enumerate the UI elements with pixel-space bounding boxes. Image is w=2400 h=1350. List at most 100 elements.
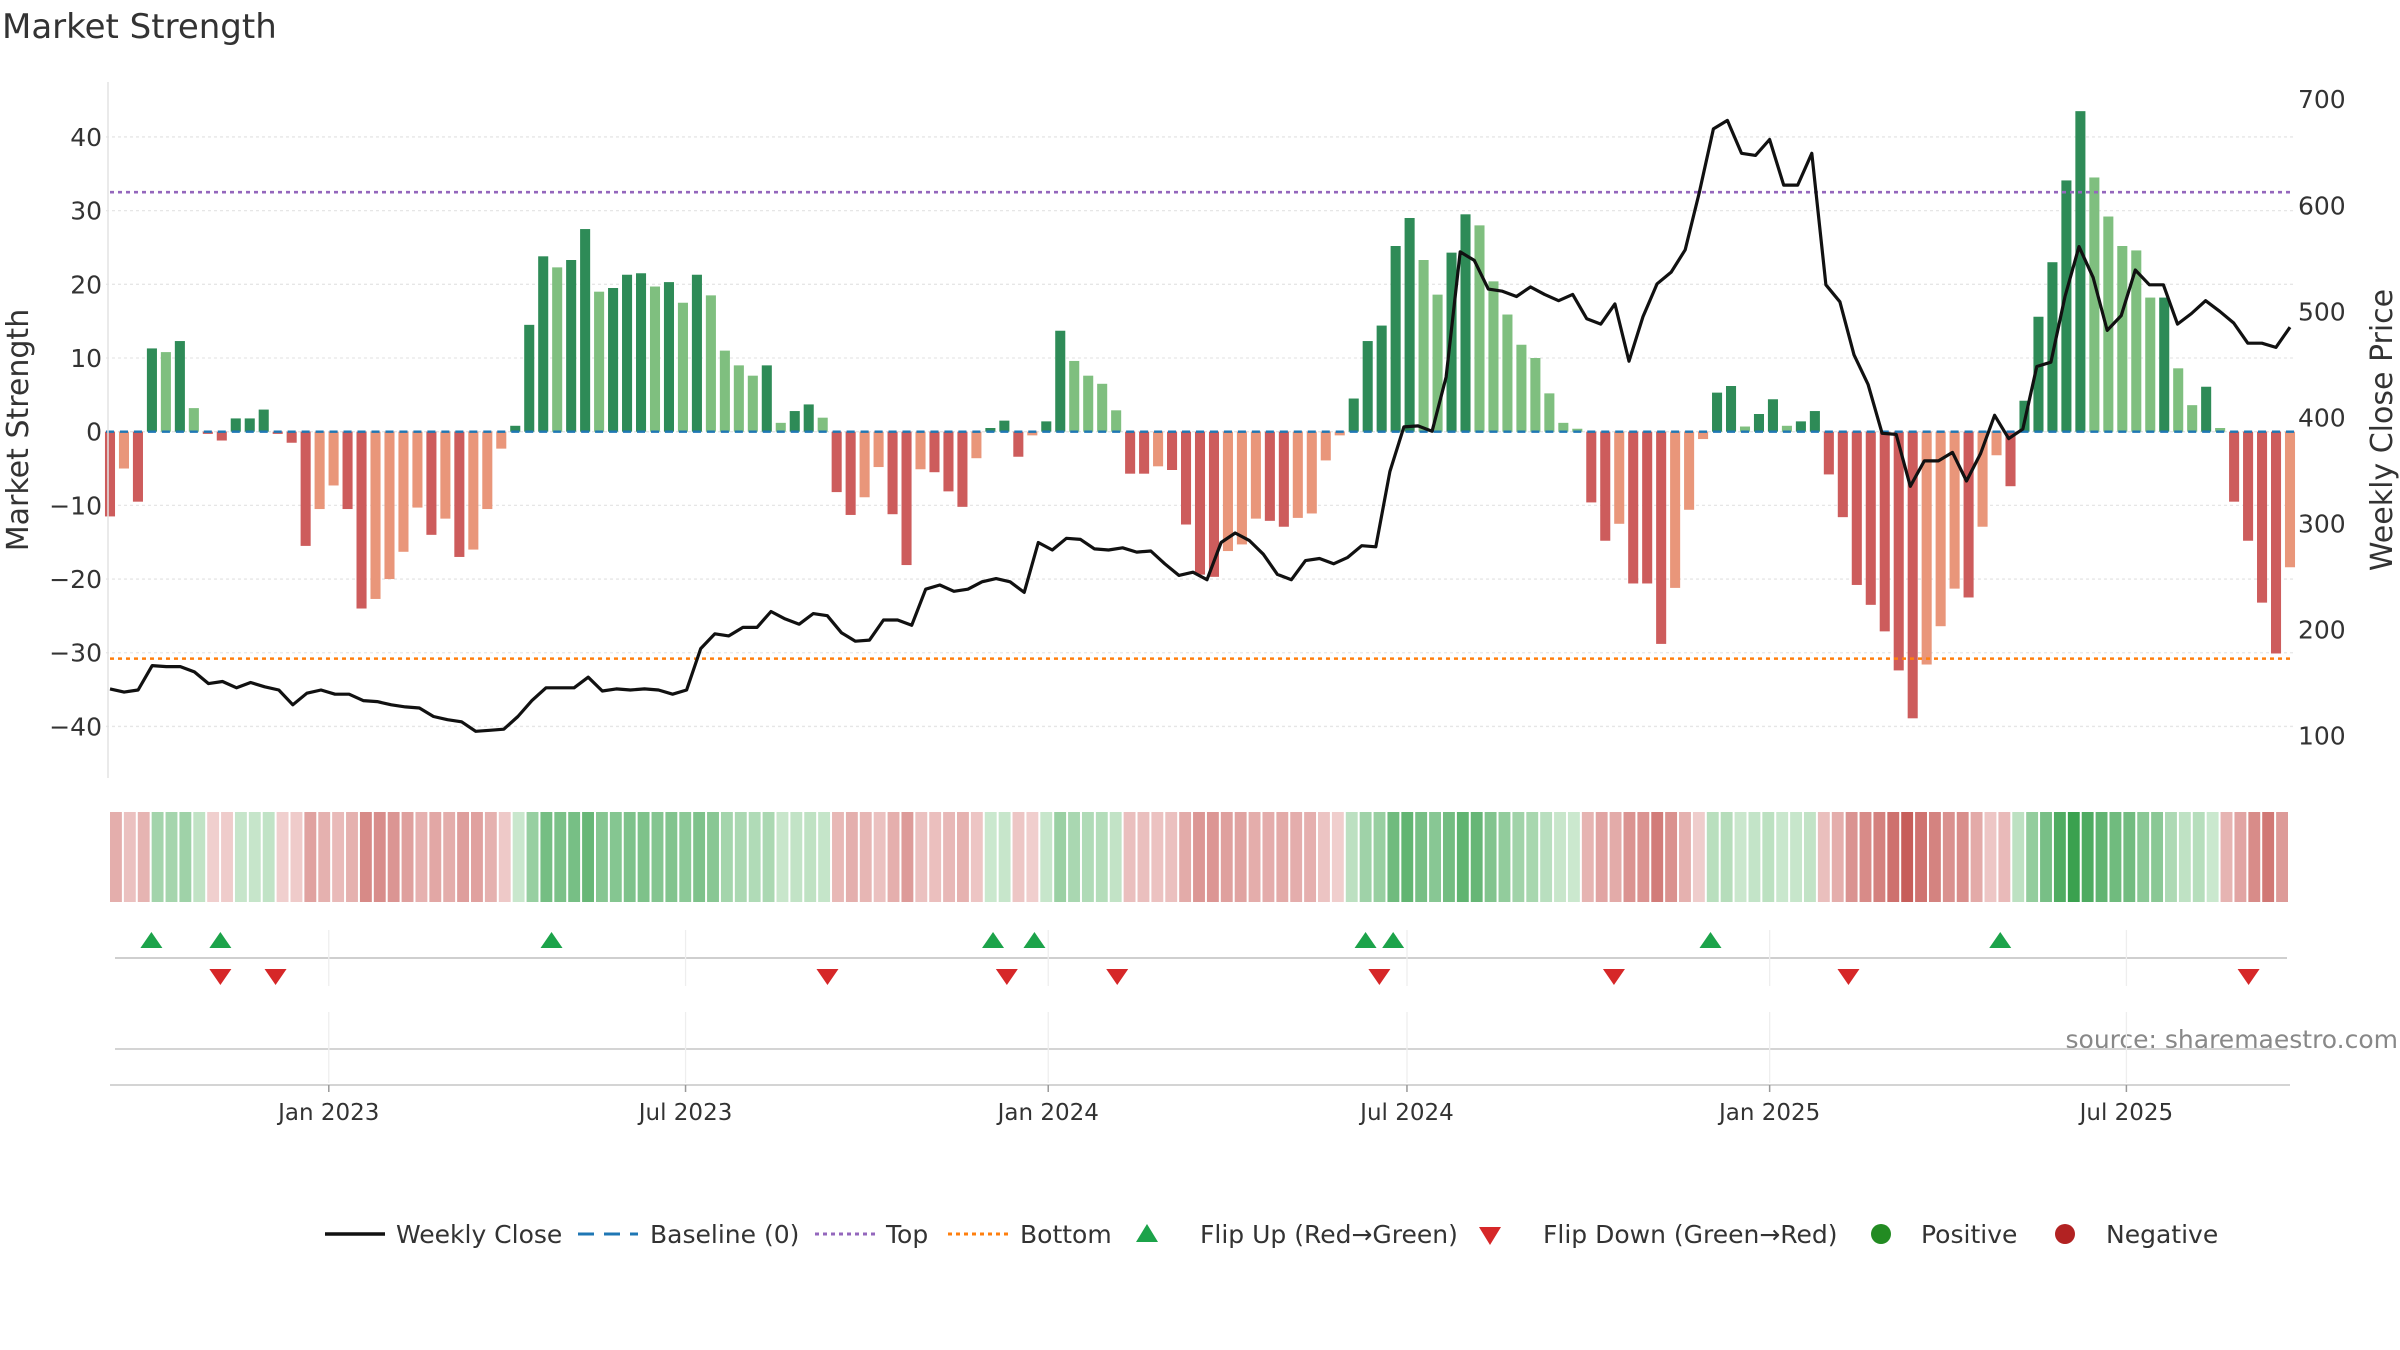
strength-bar (1865, 431, 1876, 605)
flip-up-marker (1699, 932, 1722, 948)
strength-strip-cell (943, 812, 956, 902)
strength-strip-cell (2053, 812, 2066, 902)
y-right-tick-label: 400 (2298, 403, 2346, 432)
strength-strip-cell (471, 812, 483, 902)
strength-bar (845, 431, 856, 515)
strength-bar (118, 431, 130, 469)
strength-bar (1348, 398, 1359, 432)
strength-bar (2270, 431, 2282, 654)
strength-strip-cell (1387, 812, 1400, 902)
strength-strip-cell (2262, 812, 2275, 902)
strength-bar (566, 260, 577, 432)
strength-strip-cell (429, 812, 442, 902)
strength-bar (2061, 180, 2072, 432)
strength-bar (1320, 431, 1331, 461)
strength-strip-cell (1776, 812, 1789, 902)
strength-strip-cell (1318, 812, 1330, 902)
strength-bar (1404, 218, 1415, 432)
legend-swatch-flip-down (1479, 1227, 1501, 1245)
strength-strip-cell (2137, 812, 2150, 902)
strength-bar (733, 365, 744, 432)
legend-label: Flip Down (Green→Red) (1543, 1220, 1838, 1249)
strength-strip-cell (1193, 812, 1205, 902)
x-tick-label: Jan 2023 (276, 1100, 379, 1126)
strength-strip-cell (2234, 812, 2247, 902)
y-axis-label-right: Weekly Close Price (2365, 289, 2400, 571)
strength-strip-cell (707, 812, 719, 902)
strength-strip-cell (1095, 812, 1108, 902)
strength-bar (1963, 431, 1974, 598)
strength-strip-cell (443, 812, 456, 902)
strength-bar (2033, 316, 2044, 432)
strength-strip-cell (1345, 812, 1358, 902)
strength-bar (2089, 177, 2100, 432)
strength-strip-cell (1901, 812, 1914, 902)
strength-bar (817, 417, 828, 432)
flip-down-marker (1106, 969, 1129, 985)
strength-bar (2005, 431, 2016, 487)
strength-bar (328, 431, 339, 486)
strength-bar (2187, 405, 2198, 432)
x-tick-label: Jul 2023 (637, 1100, 733, 1126)
strength-strip-cell (1609, 812, 1622, 902)
strength-bar (1502, 314, 1513, 432)
strength-strip-cell (1692, 812, 1705, 902)
strength-bar (1041, 421, 1052, 432)
legend-label: Bottom (1020, 1220, 1112, 1249)
strength-bar (1055, 330, 1066, 432)
strength-strip-cell (1304, 812, 1317, 902)
strength-strip-cell (1151, 812, 1164, 902)
strength-strip-cell (595, 812, 608, 902)
strength-bars-layer (104, 111, 2296, 719)
strength-bar (1222, 431, 1233, 552)
strength-strip-cell (1665, 812, 1678, 902)
strength-bar (356, 431, 367, 609)
strength-strip-cell (762, 812, 775, 902)
strength-bar (2103, 216, 2114, 432)
strength-bar (2117, 246, 2128, 432)
strength-bar (300, 431, 311, 546)
strength-bar (1809, 411, 1820, 432)
strength-strip-cell (957, 812, 969, 902)
chart-title: Market Strength (2, 7, 277, 47)
flip-down-marker (264, 969, 287, 985)
strength-bar (1739, 426, 1751, 432)
y-tick-label: 20 (70, 270, 102, 299)
strength-strip-cell (1928, 812, 1941, 902)
strength-strip-cell (415, 812, 428, 902)
strength-strip-cell (1512, 812, 1525, 902)
strength-bar (314, 431, 325, 510)
levels-layer (110, 190, 2290, 660)
strength-strip-cell (915, 812, 928, 902)
strength-strip-cell (1331, 812, 1344, 902)
strength-strip-cell (1248, 812, 1261, 902)
strength-strip-cell (2178, 812, 2191, 902)
y-tick-label: −20 (49, 565, 102, 594)
strength-bar (775, 422, 786, 432)
legend-label: Baseline (0) (650, 1220, 799, 1249)
strength-strip-cell (373, 812, 386, 902)
strength-bar (482, 431, 493, 510)
strength-bar (1725, 386, 1737, 432)
legend-swatch-flip-up (1136, 1224, 1158, 1242)
legend-swatch-negative (2055, 1224, 2075, 1244)
strength-strip-cell (679, 812, 692, 902)
strength-strip-cell (1831, 812, 1844, 902)
strength-bar (971, 431, 982, 459)
strength-strip-cell (2165, 812, 2177, 902)
flip-up-marker (1023, 932, 1046, 948)
strength-strip-cell (346, 812, 358, 902)
strength-strip-cell (554, 812, 567, 902)
strength-strip-cell (512, 812, 525, 902)
strength-strip-cell (1290, 812, 1303, 902)
strength-bar (1236, 431, 1247, 545)
strength-strip-cell (1415, 812, 1428, 902)
strength-bar (999, 420, 1010, 432)
strength-bar (705, 295, 716, 432)
strength-bar (663, 282, 675, 432)
strength-strip-cell (818, 812, 831, 902)
strength-bar (1292, 431, 1303, 518)
legend-label: Positive (1921, 1220, 2017, 1249)
strength-strip-cell (790, 812, 803, 902)
y-right-tick-label: 300 (2298, 509, 2346, 538)
